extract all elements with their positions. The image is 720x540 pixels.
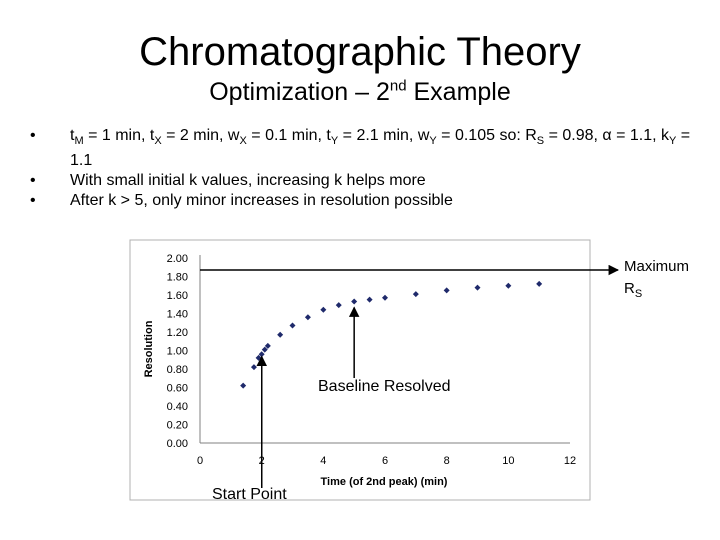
bullet-text: = 0.1 min, t bbox=[246, 127, 331, 144]
data-point bbox=[382, 294, 388, 301]
data-point bbox=[304, 314, 311, 321]
bullet-list: tM = 1 min, tX = 2 min, wX = 0.1 min, tY… bbox=[30, 126, 710, 211]
rs-letter: R bbox=[624, 280, 635, 297]
data-point bbox=[264, 342, 271, 349]
x-tick-label: 10 bbox=[502, 455, 514, 467]
bullet-text: = 0.105 so: R bbox=[436, 127, 537, 144]
data-point bbox=[505, 282, 512, 289]
data-point bbox=[443, 287, 450, 294]
data-point bbox=[289, 322, 296, 329]
x-tick-label: 8 bbox=[444, 455, 450, 467]
x-axis-label: Time (of 2nd peak) (min) bbox=[321, 476, 448, 488]
data-point bbox=[277, 331, 284, 338]
maximum-rs-annotation: Maximum RS bbox=[624, 256, 689, 305]
data-point bbox=[366, 296, 373, 303]
y-tick-label: 1.20 bbox=[167, 327, 188, 339]
y-tick-label: 1.60 bbox=[167, 290, 188, 302]
subtitle-superscript: nd bbox=[389, 77, 407, 95]
x-tick-label: 4 bbox=[320, 455, 326, 467]
rs-subscript: S bbox=[634, 288, 643, 300]
y-tick-label: 1.40 bbox=[167, 309, 188, 321]
bullet-text: After k > 5, only minor increases in res… bbox=[70, 192, 453, 210]
annotation-arrows bbox=[200, 264, 620, 488]
data-point bbox=[412, 291, 419, 298]
y-tick-label: 0.60 bbox=[167, 383, 188, 395]
bullet-text: = 1.1 bbox=[70, 127, 691, 170]
bullet-text: t bbox=[70, 127, 75, 144]
bullet-item: tM = 1 min, tX = 2 min, wX = 0.1 min, tY… bbox=[30, 126, 710, 171]
baseline-resolved-label: Baseline Resolved bbox=[318, 378, 451, 395]
y-tick-label: 0.00 bbox=[167, 438, 188, 450]
x-tick-label: 0 bbox=[197, 455, 203, 467]
subtitle-main: Optimization – 2 bbox=[209, 78, 390, 106]
data-point bbox=[351, 298, 358, 305]
x-tick-label: 6 bbox=[382, 455, 388, 467]
bullet-text: = 0.98, α = 1.1, k bbox=[544, 127, 670, 144]
bullet-subscript: X bbox=[154, 135, 162, 148]
slide-title: Chromatographic Theory bbox=[139, 30, 581, 74]
y-axis-label: Resolution bbox=[143, 320, 155, 377]
subtitle-end: Example bbox=[406, 78, 511, 106]
bullet-item: After k > 5, only minor increases in res… bbox=[30, 191, 710, 211]
y-tick-label: 0.20 bbox=[167, 420, 188, 432]
data-point bbox=[261, 346, 268, 353]
bullet-subscript: M bbox=[74, 135, 84, 148]
bullet-text: = 1 min, t bbox=[83, 127, 155, 144]
chart-area-border bbox=[129, 239, 591, 501]
y-tick-labels: 0.00 0.20 0.40 0.60 0.80 1.00 1.20 1.40 1.60 1.80… bbox=[167, 253, 188, 450]
bullet-text: = 2 min, w bbox=[161, 127, 240, 144]
bullet-subscript: Y bbox=[330, 135, 339, 148]
y-tick-label: 1.00 bbox=[167, 346, 188, 358]
bullet-subscript: Y bbox=[669, 135, 677, 148]
data-point bbox=[474, 284, 481, 291]
y-tick-label: 2.00 bbox=[167, 253, 188, 265]
data-point bbox=[335, 302, 342, 309]
x-tick-label: 12 bbox=[564, 455, 576, 467]
y-tick-label: 0.80 bbox=[167, 364, 188, 376]
bullet-item: With small initial k values, increasing … bbox=[30, 171, 710, 191]
maximum-label: Maximum bbox=[624, 258, 690, 275]
bullet-subscript: Y bbox=[429, 135, 437, 148]
y-tick-label: 0.40 bbox=[167, 401, 188, 413]
start-point-label: Start Point bbox=[212, 486, 287, 503]
bullet-text: = 2.1 min, w bbox=[338, 127, 430, 144]
bullet-subscript: X bbox=[239, 135, 247, 148]
bullet-text: With small initial k values, increasing … bbox=[70, 172, 426, 190]
maximum-rs-label: RS bbox=[624, 278, 689, 305]
slide-subtitle: Optimization – 2nd Example bbox=[0, 76, 720, 108]
data-point bbox=[250, 364, 257, 371]
data-point bbox=[240, 382, 247, 389]
data-point bbox=[536, 280, 543, 287]
y-tick-label: 1.80 bbox=[167, 272, 188, 284]
data-point bbox=[320, 306, 327, 313]
bullet-subscript: S bbox=[536, 135, 545, 148]
